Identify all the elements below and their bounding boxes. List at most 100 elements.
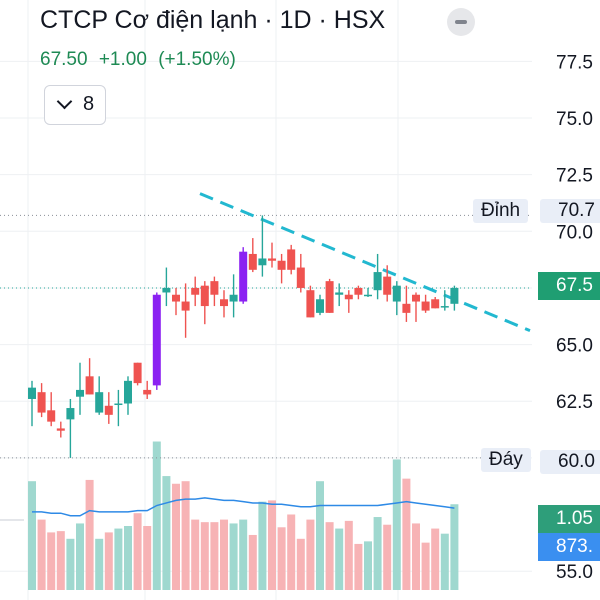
- volume-bar: [162, 476, 171, 590]
- indicators-toggle-button[interactable]: 8: [44, 85, 106, 125]
- candle-body: [47, 410, 56, 422]
- volume-bar: [210, 522, 219, 590]
- candle-body: [296, 267, 305, 288]
- candle-body: [133, 362, 142, 384]
- volume-bar: [66, 538, 75, 590]
- volume-bar: [258, 501, 267, 590]
- candle-body: [258, 258, 267, 266]
- trendline[interactable]: [199, 192, 531, 333]
- candle-body: [392, 285, 401, 302]
- chart-title: CTCP Cơ điện lạnh · 1D · HSX: [40, 6, 386, 34]
- candle-body: [383, 276, 392, 295]
- volume-bar: [47, 532, 56, 590]
- volume-bar: [124, 526, 132, 590]
- volume-ma-line: [32, 497, 455, 517]
- volume-bar: [306, 519, 315, 590]
- minus-icon: [455, 20, 467, 24]
- volume-bar: [335, 528, 344, 590]
- y-tick-label: 62.5: [556, 392, 593, 413]
- candle-body: [239, 251, 248, 302]
- volume-bar: [421, 542, 430, 590]
- collapse-button[interactable]: [447, 8, 475, 36]
- volume-bar: [392, 459, 401, 590]
- volume-bar: [200, 522, 209, 590]
- y-tick-label: 65.0: [556, 336, 593, 357]
- candle-body: [220, 299, 228, 307]
- candle-body: [268, 258, 276, 261]
- candles: [28, 215, 459, 458]
- candle-body: [152, 294, 161, 386]
- volume-bar: [28, 481, 36, 590]
- candle-body: [104, 405, 113, 415]
- candle-body: [66, 408, 75, 420]
- candle-body: [364, 294, 372, 297]
- volume-value-tag: 1.05: [538, 505, 600, 533]
- candle-body: [344, 294, 353, 300]
- candle-body: [431, 299, 440, 309]
- quote-change: +1.00: [98, 49, 147, 70]
- candle-body: [172, 294, 180, 302]
- candle-body: [402, 303, 411, 313]
- volume-bar: [56, 531, 65, 590]
- volume-bar: [325, 522, 334, 590]
- candle-body: [277, 260, 286, 270]
- indicator-count: 8: [83, 93, 95, 115]
- volume-bar: [133, 513, 142, 590]
- candle-body: [316, 299, 324, 313]
- candle-body: [56, 428, 65, 431]
- volume-bar: [344, 520, 353, 590]
- candle-body: [210, 281, 219, 295]
- candle-body: [191, 287, 200, 295]
- trough-value: 60.0: [540, 450, 600, 474]
- volume-bar: [229, 523, 238, 590]
- volume-bar: [95, 538, 104, 590]
- volume-bar: [104, 532, 113, 590]
- candle-body: [450, 287, 459, 304]
- volume-bar: [143, 526, 152, 590]
- volume-bar: [248, 534, 257, 590]
- candle-body: [143, 389, 152, 395]
- y-tick-label: 72.5: [556, 166, 593, 187]
- peak-value: 70.7: [540, 199, 600, 223]
- volume-bar: [152, 441, 161, 590]
- candle-body: [248, 253, 257, 270]
- candle-body: [229, 294, 238, 302]
- price-quote: 67.50 +1.00 (+1.50%): [40, 49, 242, 71]
- candle-body: [85, 376, 94, 395]
- candle-body: [162, 287, 171, 293]
- volume-bars: [28, 441, 459, 590]
- quote-change-pct: (+1.50%): [158, 49, 236, 70]
- volume-bar: [239, 519, 248, 590]
- volume-bar: [37, 519, 46, 590]
- last-price-tag: 67.5: [538, 272, 600, 300]
- volume-bar: [354, 543, 363, 590]
- volume-bar: [181, 481, 190, 590]
- volume-bar: [364, 541, 372, 590]
- candle-body: [306, 290, 315, 318]
- volume-bar: [450, 504, 459, 590]
- volume-bar: [316, 481, 324, 590]
- candle-body: [335, 292, 344, 295]
- chevron-down-icon: [56, 93, 73, 110]
- volume-bar: [296, 538, 305, 590]
- trough-label: Đáy: [481, 448, 531, 472]
- candle-body: [373, 272, 382, 291]
- volume-bar: [76, 523, 84, 590]
- candle-body: [200, 285, 209, 307]
- volume-ma-tag: 873.: [538, 533, 600, 561]
- volume-bar: [440, 533, 449, 590]
- volume-bar: [277, 527, 286, 590]
- y-tick-label: 75.0: [556, 109, 593, 130]
- volume-bar: [268, 500, 276, 590]
- candle-body: [95, 392, 104, 413]
- candle-body: [76, 389, 84, 397]
- volume-bar: [287, 514, 296, 590]
- candle-body: [440, 306, 449, 308]
- candle-body: [354, 287, 363, 295]
- y-tick-label: 70.0: [556, 222, 593, 243]
- candle-body: [181, 301, 190, 311]
- volume-ma-series: [32, 497, 455, 517]
- candle-body: [325, 281, 334, 313]
- y-axis: 77.575.072.570.067.565.062.560.055.0: [556, 52, 593, 583]
- quote-price: 67.50: [40, 49, 88, 70]
